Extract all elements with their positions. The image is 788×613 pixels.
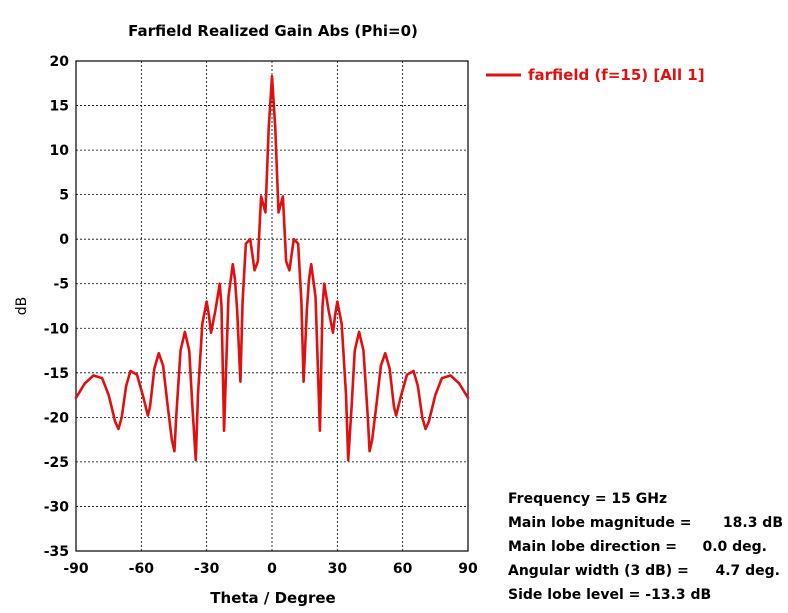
y-tick-label: 5	[59, 188, 69, 204]
y-tick-label: 15	[50, 99, 69, 115]
info-side-lobe-level: Side lobe level = -13.3 dB	[508, 587, 711, 603]
tick-labels: -90 -60 -30 0 30 60 90 20 15 10 5 0 -5 -10 -15 -20 -25 -3…	[44, 54, 478, 577]
y-axis-label: dB	[14, 297, 30, 316]
x-tick-label: 90	[458, 561, 478, 577]
legend-series-label: farfield (f=15) [All 1]	[528, 66, 705, 84]
info-main-lobe-direction-label: Main lobe direction =	[508, 539, 677, 555]
plot-frame	[75, 60, 469, 552]
farfield-info-panel: Frequency = 15 GHz Main lobe magnitude =…	[508, 491, 783, 603]
x-tick-label: 0	[267, 561, 277, 577]
y-tick-label: 20	[50, 54, 70, 70]
x-tick-label: -90	[63, 561, 89, 577]
legend[interactable]: farfield (f=15) [All 1]	[486, 66, 705, 84]
info-angular-width-label: Angular width (3 dB) =	[508, 563, 689, 579]
y-tick-label: -35	[44, 544, 69, 560]
y-tick-label: -30	[44, 499, 70, 515]
y-tick-label: 10	[50, 143, 70, 159]
y-tick-label: -15	[44, 366, 69, 382]
info-frequency: Frequency = 15 GHz	[508, 491, 667, 507]
x-tick-label: -60	[129, 561, 155, 577]
x-axis-label: Theta / Degree	[210, 589, 335, 607]
y-tick-label: -20	[44, 410, 70, 426]
series-line-0	[74, 74, 470, 462]
x-tick-label: -30	[194, 561, 220, 577]
x-tick-label: 30	[328, 561, 348, 577]
info-angular-width-value: 4.7 deg.	[715, 563, 780, 579]
info-main-lobe-magnitude-label: Main lobe magnitude =	[508, 515, 691, 531]
chart-title: Farfield Realized Gain Abs (Phi=0)	[128, 22, 418, 40]
y-tick-label: 0	[59, 232, 69, 248]
y-tick-label: -10	[44, 321, 70, 337]
info-main-lobe-magnitude-value: 18.3 dB	[723, 515, 783, 531]
series-layer	[74, 74, 470, 462]
y-tick-label: -25	[44, 455, 69, 471]
y-tick-label: -5	[53, 277, 69, 293]
x-tick-label: 60	[393, 561, 413, 577]
info-main-lobe-direction-value: 0.0 deg.	[702, 539, 767, 555]
